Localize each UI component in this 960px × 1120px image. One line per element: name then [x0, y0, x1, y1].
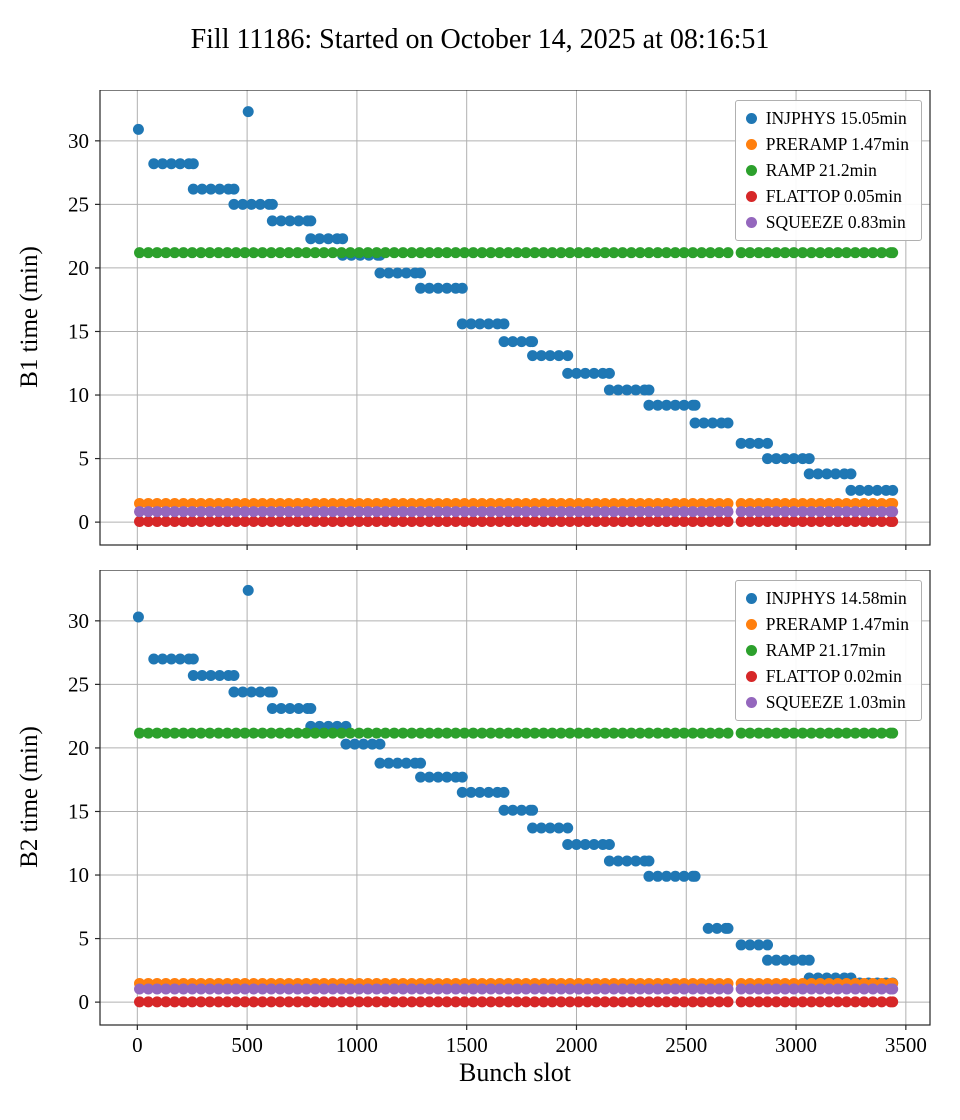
series-ramp — [134, 727, 899, 739]
chart-b1: 0 5 10 15 20 25 30 INJPHYS 15.05min PRERAMP 1.4… — [0, 90, 960, 560]
legend-label: PRERAMP 1.47min — [765, 614, 909, 634]
svg-text:0: 0 — [79, 510, 90, 534]
x-axis-label: Bunch slot — [459, 1058, 571, 1087]
legend-marker-icon — [745, 191, 757, 202]
svg-text:0: 0 — [79, 990, 90, 1014]
svg-text:15: 15 — [68, 319, 89, 343]
figure-title: Fill 11186: Started on October 14, 2025 … — [190, 24, 770, 55]
svg-text:2500: 2500 — [665, 1033, 707, 1057]
legend-marker-icon — [745, 139, 757, 150]
svg-text:30: 30 — [68, 129, 89, 153]
svg-text:5: 5 — [79, 447, 90, 471]
legend-label: FLATTOP 0.02min — [765, 666, 902, 686]
legend-label: RAMP 21.17min — [765, 640, 886, 660]
legend-entry: INJPHYS 14.58min — [745, 588, 909, 609]
legend-label: PRERAMP 1.47min — [765, 134, 909, 154]
legend-marker-icon — [745, 671, 757, 682]
svg-text:1500: 1500 — [446, 1033, 488, 1057]
legend-entry: RAMP 21.2min — [745, 160, 909, 181]
legend-marker-icon — [745, 217, 757, 228]
legend-entry: PRERAMP 1.47min — [745, 614, 909, 635]
svg-text:30: 30 — [68, 609, 89, 633]
legend-entry: FLATTOP 0.02min — [745, 666, 909, 687]
series-flattop — [134, 515, 899, 527]
legend-marker-icon — [745, 697, 757, 708]
series-preramp — [134, 497, 899, 509]
svg-text:10: 10 — [68, 863, 89, 887]
series-flattop — [134, 996, 899, 1008]
legend-entry: SQUEEZE 0.83min — [745, 212, 909, 233]
legend-marker-icon — [745, 113, 757, 124]
svg-text:1000: 1000 — [336, 1033, 378, 1057]
legend-marker-icon — [745, 165, 757, 176]
series-squeeze — [134, 983, 899, 995]
svg-text:20: 20 — [68, 736, 89, 760]
legend-marker-icon — [745, 619, 757, 630]
legend-label: INJPHYS 15.05min — [765, 108, 907, 128]
legend-entry: INJPHYS 15.05min — [745, 108, 909, 129]
svg-text:500: 500 — [231, 1033, 263, 1057]
series-squeeze — [134, 506, 899, 518]
svg-text:2000: 2000 — [555, 1033, 597, 1057]
legend-label: SQUEEZE 0.83min — [765, 212, 906, 232]
legend-entry: SQUEEZE 1.03min — [745, 692, 909, 713]
svg-text:0: 0 — [132, 1033, 143, 1057]
legend-label: RAMP 21.2min — [765, 160, 877, 180]
legend-entry: PRERAMP 1.47min — [745, 134, 909, 155]
y-axis-label-b1: B1 time (min) — [16, 246, 43, 388]
legend-marker-icon — [745, 593, 757, 604]
legend: INJPHYS 15.05min PRERAMP 1.47min RAMP 21.2… — [734, 100, 922, 241]
legend-entry: RAMP 21.17min — [745, 640, 909, 661]
svg-text:25: 25 — [68, 192, 89, 216]
svg-text:5: 5 — [79, 927, 90, 951]
svg-text:20: 20 — [68, 256, 89, 280]
legend-marker-icon — [745, 645, 757, 656]
svg-text:3000: 3000 — [775, 1033, 817, 1057]
series-ramp — [134, 247, 899, 259]
legend-label: SQUEEZE 1.03min — [765, 692, 906, 712]
legend: INJPHYS 14.58min PRERAMP 1.47min RAMP 21.1… — [734, 580, 922, 721]
legend-entry: FLATTOP 0.05min — [745, 186, 909, 207]
series-injphys — [132, 106, 899, 496]
legend-label: FLATTOP 0.05min — [765, 186, 902, 206]
plot-canvas-b2: 0 500 1000 1500 2000 2500 3000 3500 0 5 10 15 20 25 30 — [68, 570, 931, 1057]
legend-label: INJPHYS 14.58min — [765, 588, 907, 608]
chart-b2: 0 500 1000 1500 2000 2500 3000 3500 0 5 10 15 20 25 30… — [0, 570, 960, 1070]
svg-text:3500: 3500 — [885, 1033, 927, 1057]
svg-text:10: 10 — [68, 383, 89, 407]
svg-text:15: 15 — [68, 799, 89, 823]
y-axis-label-b2: B2 time (min) — [16, 726, 43, 868]
svg-text:25: 25 — [68, 672, 89, 696]
